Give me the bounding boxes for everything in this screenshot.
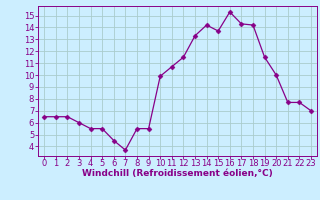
X-axis label: Windchill (Refroidissement éolien,°C): Windchill (Refroidissement éolien,°C) — [82, 169, 273, 178]
